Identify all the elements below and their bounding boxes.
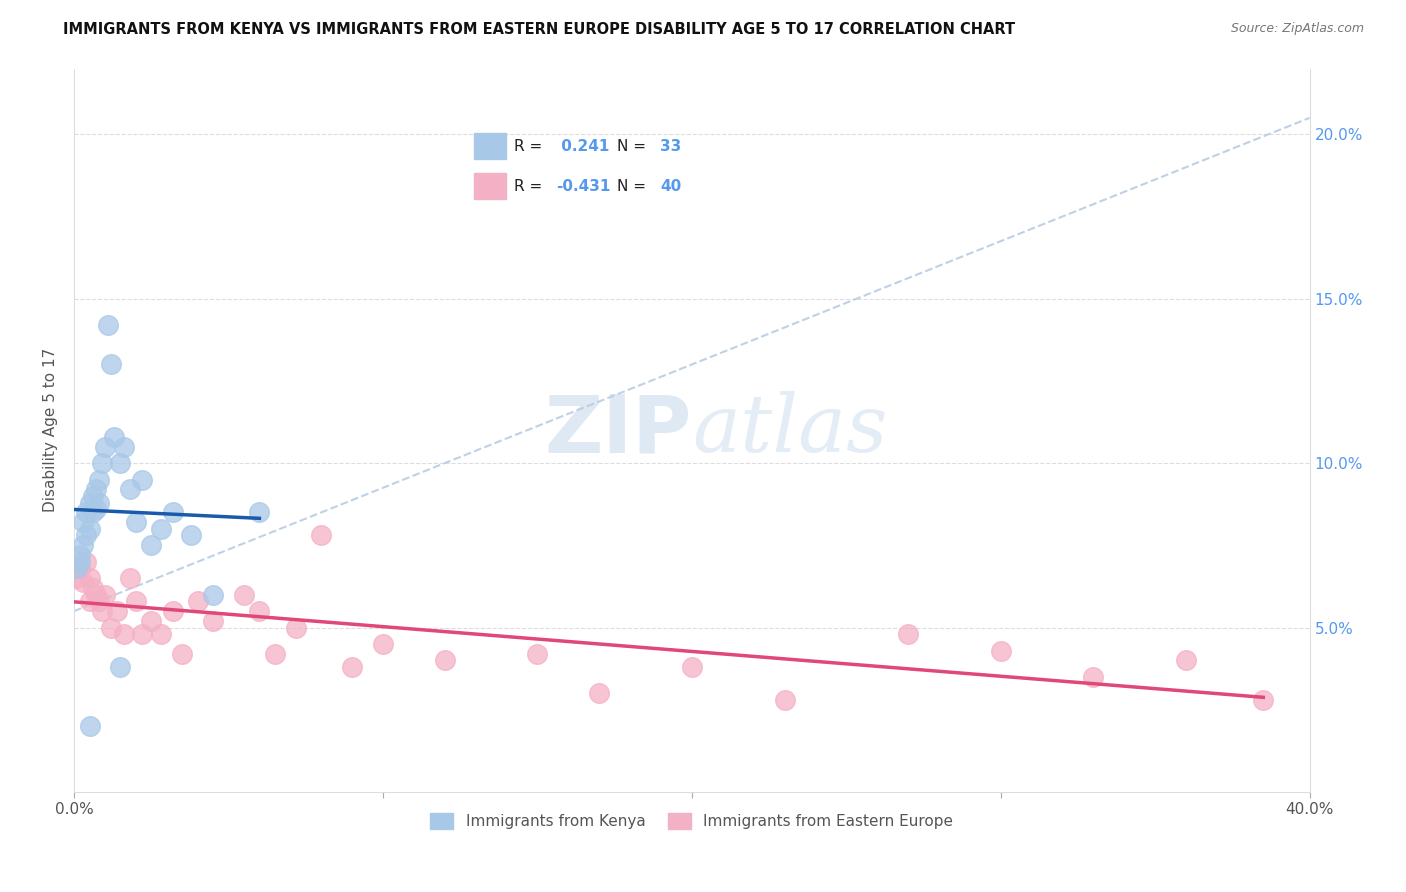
Point [69, 555, 91, 569]
Point [141, 614, 163, 628]
Point [110, 456, 132, 470]
Point [681, 660, 703, 674]
Point [309, 528, 332, 542]
Point [82, 505, 104, 519]
Point [233, 588, 256, 602]
Point [118, 571, 141, 585]
Point [118, 483, 141, 497]
Point [87, 495, 110, 509]
Point [66, 561, 89, 575]
Point [149, 627, 172, 641]
Point [100, 621, 122, 635]
Point [112, 627, 135, 641]
Point [249, 604, 271, 618]
Text: ZIP: ZIP [544, 392, 692, 469]
Point [79, 594, 101, 608]
Point [79, 522, 101, 536]
Text: Source: ZipAtlas.com: Source: ZipAtlas.com [1230, 22, 1364, 36]
Point [87, 473, 110, 487]
Point [180, 528, 202, 542]
Point [94, 440, 117, 454]
Y-axis label: Disability Age 5 to 17: Disability Age 5 to 17 [44, 348, 58, 512]
Point [82, 581, 104, 595]
Point [588, 686, 610, 700]
Point [112, 440, 135, 454]
Point [1253, 693, 1275, 707]
Point [285, 621, 308, 635]
Point [90, 604, 112, 618]
Text: IMMIGRANTS FROM KENYA VS IMMIGRANTS FROM EASTERN EUROPE DISABILITY AGE 5 TO 17 C: IMMIGRANTS FROM KENYA VS IMMIGRANTS FROM… [63, 22, 1015, 37]
Text: atlas: atlas [692, 392, 887, 469]
Point [84, 483, 107, 497]
Point [162, 604, 184, 618]
Point [141, 538, 163, 552]
Point [990, 643, 1012, 657]
Point [79, 571, 101, 585]
Point [72, 538, 94, 552]
Point [1083, 670, 1105, 684]
Point [84, 588, 107, 602]
Point [897, 627, 920, 641]
Legend: Immigrants from Kenya, Immigrants from Eastern Europe: Immigrants from Kenya, Immigrants from E… [425, 806, 959, 835]
Point [202, 614, 225, 628]
Point [131, 627, 153, 641]
Point [131, 473, 153, 487]
Point [149, 522, 172, 536]
Point [433, 653, 456, 667]
Point [94, 588, 117, 602]
Point [100, 358, 122, 372]
Point [75, 555, 97, 569]
Point [249, 505, 271, 519]
Point [103, 430, 125, 444]
Point [172, 647, 194, 661]
Point [110, 660, 132, 674]
Point [72, 516, 94, 530]
Point [162, 505, 184, 519]
Point [72, 574, 94, 589]
Point [69, 561, 91, 575]
Point [79, 719, 101, 733]
Point [66, 571, 89, 585]
Point [187, 594, 209, 608]
Point [202, 588, 225, 602]
Point [97, 318, 120, 332]
Point [1175, 653, 1198, 667]
Point [526, 647, 548, 661]
Point [75, 528, 97, 542]
Point [125, 594, 148, 608]
Point [773, 693, 796, 707]
Point [125, 516, 148, 530]
Point [69, 548, 91, 562]
Point [84, 502, 107, 516]
Point [75, 505, 97, 519]
Point [90, 456, 112, 470]
Point [371, 637, 394, 651]
Point [263, 647, 285, 661]
Point [340, 660, 363, 674]
Point [87, 594, 110, 608]
Point [82, 489, 104, 503]
Point [105, 604, 128, 618]
Point [79, 495, 101, 509]
